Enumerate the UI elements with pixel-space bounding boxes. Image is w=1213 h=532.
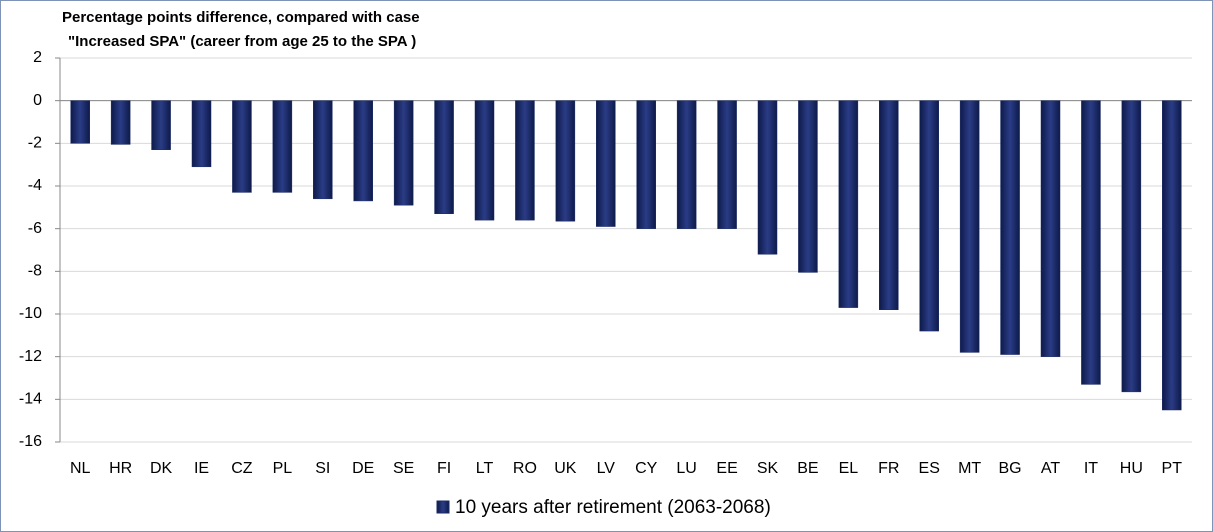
y-tick-label: 0 [33,92,42,109]
x-tick-label: LV [597,460,616,477]
bar [393,100,414,206]
bar [232,100,252,193]
bar [1000,100,1020,355]
bar [1081,100,1101,385]
y-tick-label: -12 [19,348,42,365]
x-tick-label: CZ [231,460,253,477]
bar [596,100,616,227]
x-tick-label: NL [70,460,91,477]
x-tick-label: PT [1162,460,1183,477]
x-tick-label: HU [1120,460,1143,477]
bar [919,100,939,332]
x-tick-label: IT [1084,460,1098,477]
x-tick-label: AT [1041,460,1060,477]
bar [1121,100,1142,393]
x-tick-label: UK [554,460,577,477]
bar [434,100,454,214]
x-tick-label: MT [958,460,981,477]
y-tick-label: -8 [28,263,42,280]
bar [676,100,697,229]
bar [313,100,333,200]
x-tick-label: ES [919,460,940,477]
x-tick-label: DK [150,460,173,477]
bar [717,100,737,229]
bar [1040,100,1061,357]
x-tick-label: EL [839,460,859,477]
y-tick-label: -14 [19,391,42,408]
x-tick-label: LT [476,460,494,477]
x-tick-label: SE [393,460,414,477]
bar [474,100,495,221]
bar [70,100,90,144]
x-tick-label: RO [513,460,537,477]
bar [838,100,859,308]
chart-title: "Increased SPA" (career from age 25 to t… [68,33,416,50]
y-tick-label: -2 [28,135,42,152]
bar [636,100,656,229]
legend-label: 10 years after retirement (2063-2068) [455,497,771,518]
bar [151,100,171,150]
x-tick-label: DE [352,460,374,477]
bar [879,100,899,310]
bar [272,100,293,193]
bar [353,100,373,202]
x-tick-label: HR [109,460,132,477]
bar [191,100,212,168]
y-tick-label: -4 [28,177,42,194]
x-tick-label: EE [716,460,737,477]
x-tick-label: CY [635,460,658,477]
bar [798,100,818,273]
bar [515,100,535,221]
x-tick-label: FR [878,460,899,477]
x-tick-label: BG [999,460,1022,477]
y-tick-label: -6 [28,220,42,237]
bar [757,100,778,255]
chart-title: Percentage points difference, compared w… [62,9,420,26]
legend-swatch [436,500,450,514]
x-tick-label: BE [797,460,818,477]
x-tick-label: FI [437,460,451,477]
bar [1162,100,1182,411]
y-tick-label: -10 [19,305,42,322]
y-tick-label: 2 [33,49,42,66]
bar [959,100,980,353]
x-tick-label: SK [757,460,779,477]
x-tick-label: IE [194,460,209,477]
bar [555,100,576,222]
x-tick-label: LU [676,460,696,477]
x-tick-label: SI [315,460,330,477]
y-tick-label: -16 [19,433,42,450]
x-tick-label: PL [273,460,293,477]
bar [110,100,131,145]
